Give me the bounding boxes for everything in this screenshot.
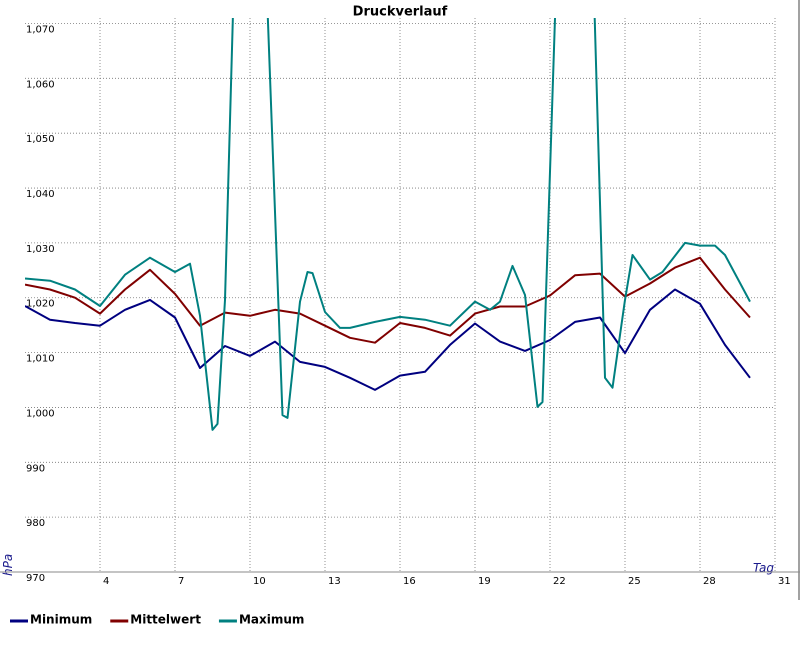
y-tick-label: 980 [26, 518, 45, 529]
x-tick-label: 7 [178, 576, 184, 587]
x-tick-label: 28 [703, 576, 716, 587]
legend-label: Maximum [239, 613, 304, 627]
series-line [25, 18, 751, 431]
y-tick-label: 1,020 [26, 299, 55, 310]
x-tick-label: 13 [328, 576, 341, 587]
y-tick-label: 1,030 [26, 244, 55, 255]
x-axis-label: Tag [753, 561, 774, 575]
x-tick-label: 22 [553, 576, 566, 587]
series-line [25, 256, 751, 344]
y-tick-label: 1,070 [26, 24, 55, 35]
series-line [25, 288, 751, 391]
y-tick-label: 990 [26, 463, 45, 474]
y-tick-label: 1,060 [26, 79, 55, 90]
chart-title: Druckverlauf [353, 5, 448, 20]
x-tick-label: 25 [628, 576, 641, 587]
x-tick-label: 31 [778, 576, 791, 587]
x-tick-label: 10 [253, 576, 266, 587]
x-tick-label: 16 [403, 576, 416, 587]
plot-area [25, 18, 751, 431]
y-tick-label: 970 [26, 573, 45, 584]
y-axis-label: hPa [1, 554, 15, 576]
y-tick-label: 1,010 [26, 354, 55, 365]
y-tick-label: 1,000 [26, 408, 55, 419]
y-tick-label: 1,040 [26, 189, 55, 200]
legend-label: Mittelwert [130, 613, 201, 627]
y-tick-label: 1,050 [26, 134, 55, 145]
x-tick-label: 4 [103, 576, 109, 587]
x-tick-label: 19 [478, 576, 491, 587]
legend-label: Minimum [30, 613, 92, 627]
